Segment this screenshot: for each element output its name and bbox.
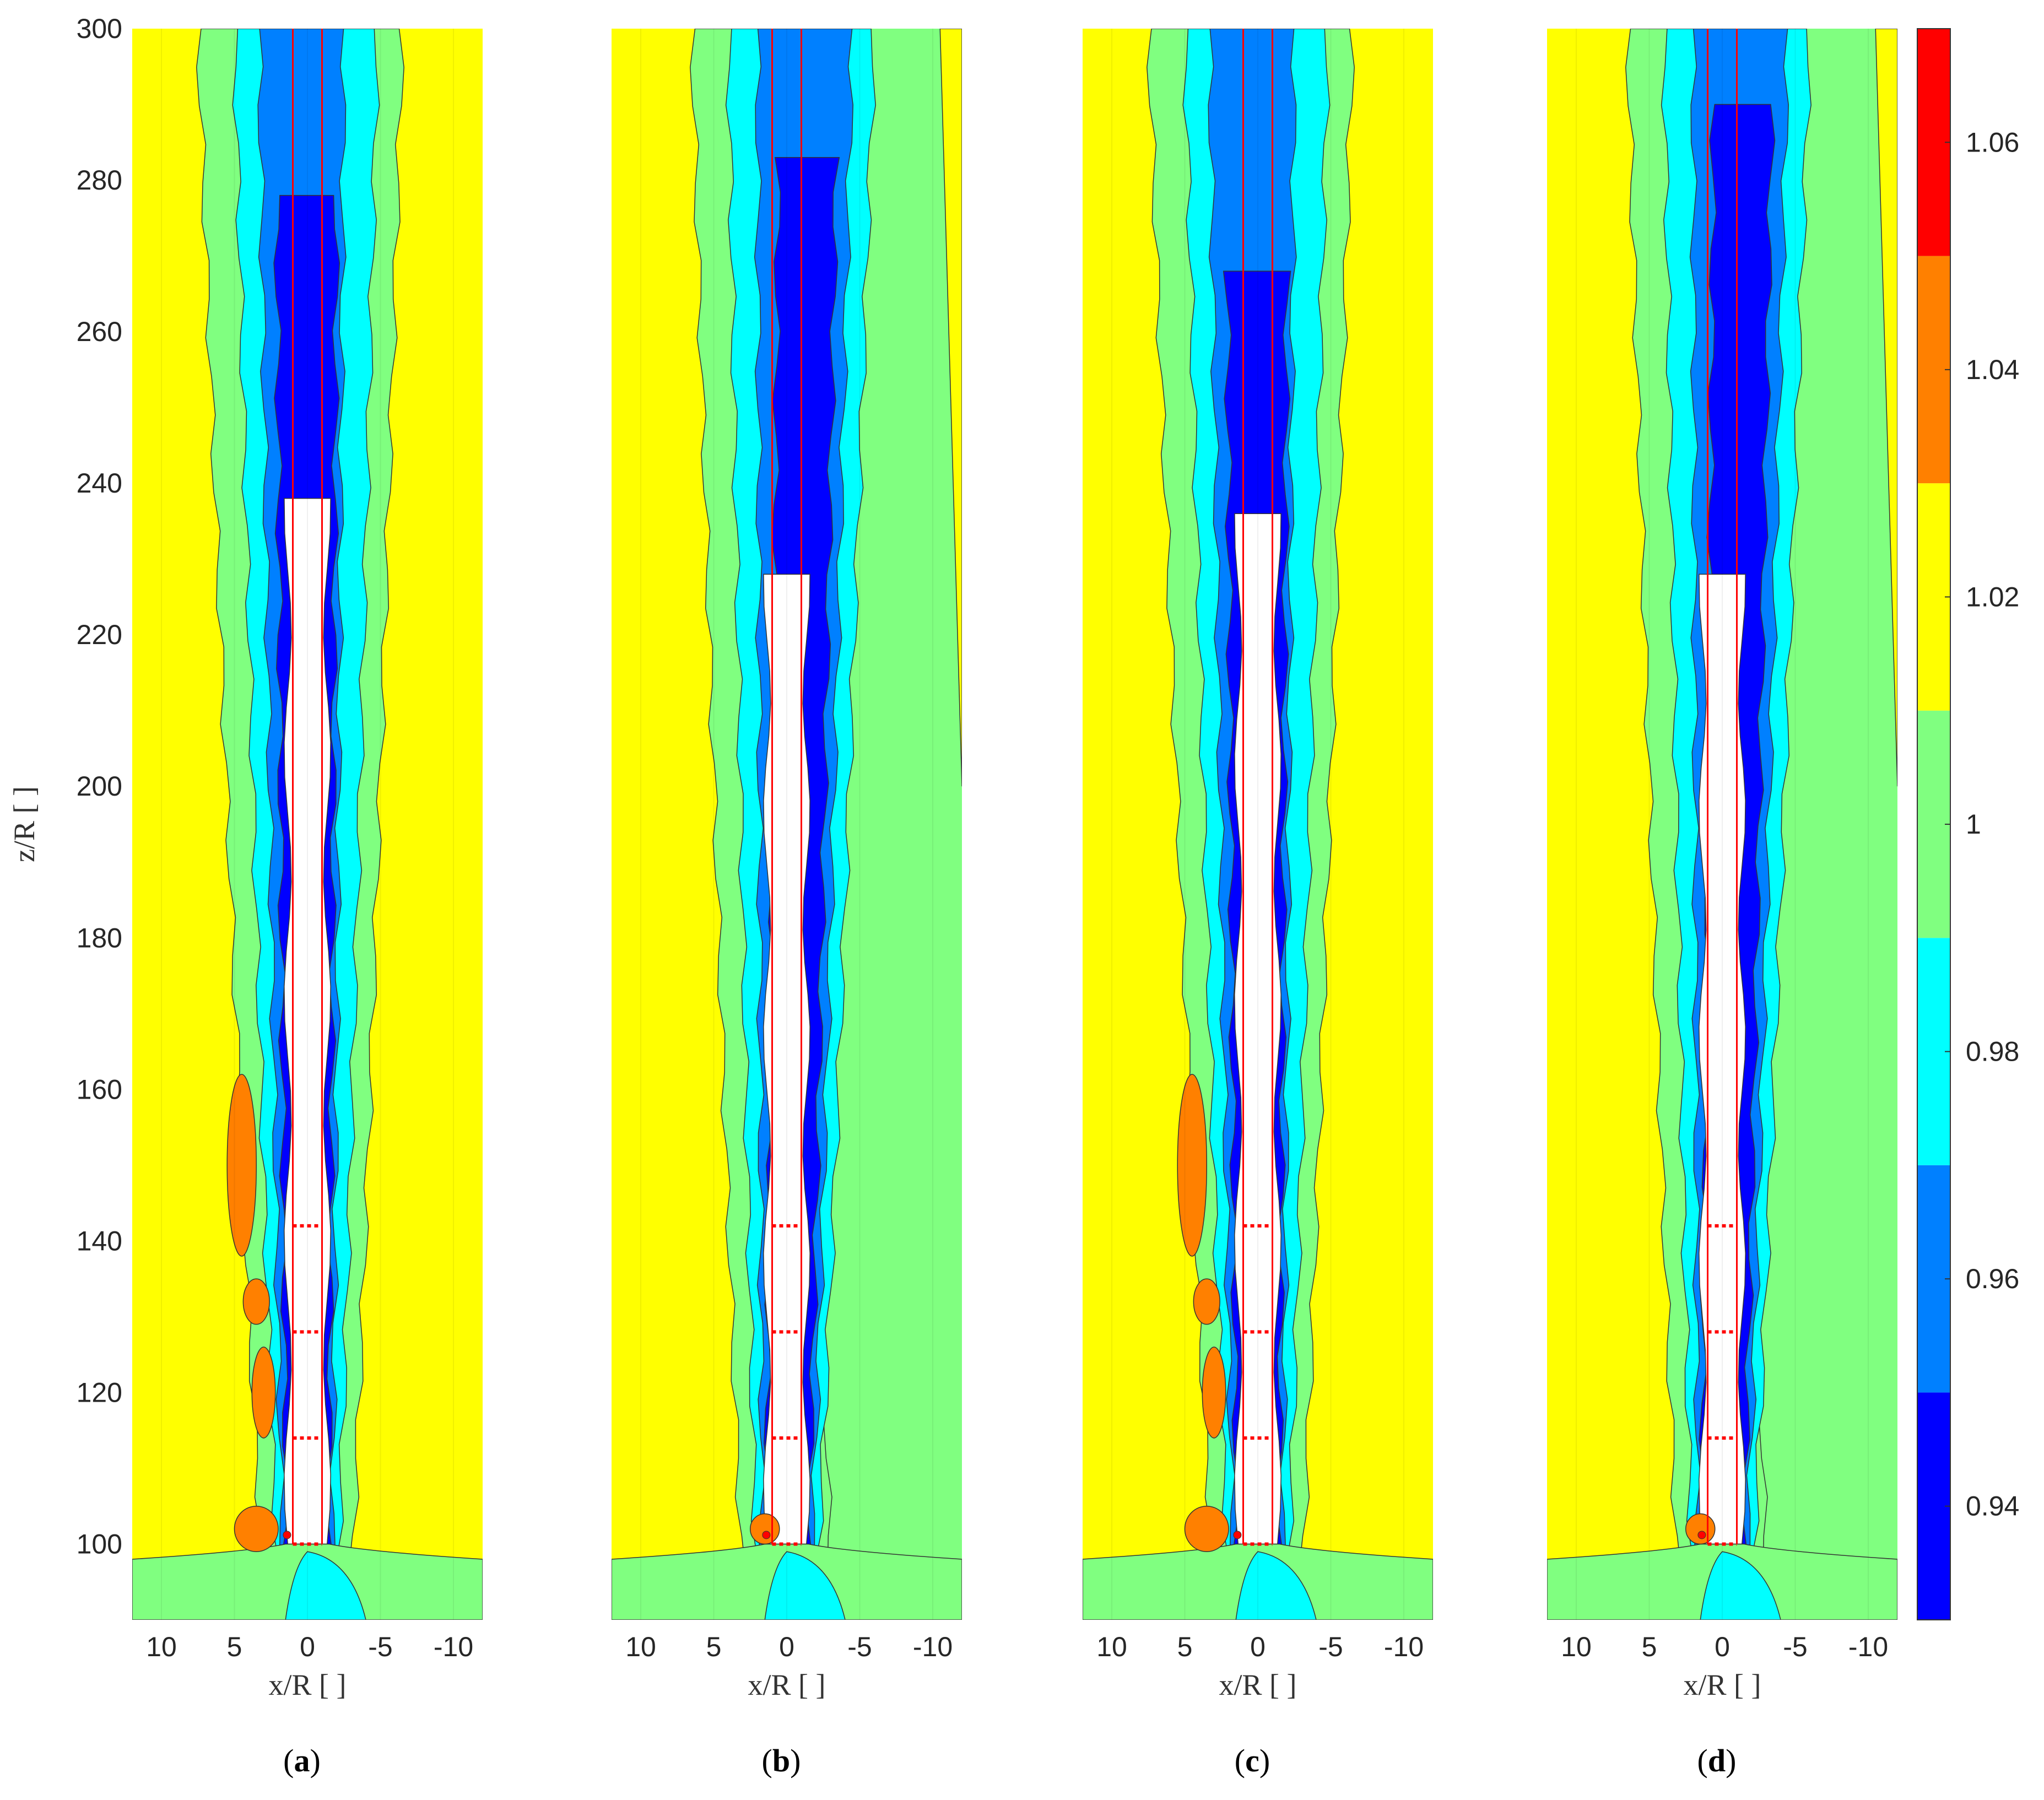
x-tick-label: -5 <box>1783 1631 1807 1662</box>
contour-field <box>1547 29 1897 1620</box>
colorbar-tick-label: 1 <box>1966 809 1981 840</box>
panel-caption: (a) <box>283 1743 321 1779</box>
y-tick-label: 120 <box>77 1377 122 1408</box>
orange-patch <box>242 1278 270 1325</box>
orange-patch <box>1184 1505 1229 1552</box>
wake-core <box>284 498 331 1545</box>
contour-field <box>1083 29 1433 1620</box>
panel-caption: (c) <box>1235 1743 1270 1779</box>
x-tick-label: -10 <box>1384 1631 1424 1662</box>
x-tick-label: 10 <box>146 1631 177 1662</box>
y-tick-label: 260 <box>77 316 122 347</box>
contour-field <box>612 29 962 1620</box>
x-axis-label: x/R [ ] <box>748 1668 826 1701</box>
orange-patch <box>1202 1347 1226 1439</box>
y-tick-label: 300 <box>77 13 122 44</box>
panel-caption: (d) <box>1697 1743 1737 1779</box>
x-tick-label: 5 <box>1177 1631 1193 1662</box>
x-tick-label: 5 <box>1642 1631 1657 1662</box>
x-tick-label: 0 <box>779 1631 794 1662</box>
y-axis-label: z/R [ ] <box>8 786 41 862</box>
panel-caption: (b) <box>762 1743 801 1779</box>
orange-patch <box>226 1074 257 1257</box>
colorbar: 1.06 1.04 1.02 1 0.98 0.96 0.94 <box>1917 28 2019 1620</box>
x-tick-label: 0 <box>300 1631 315 1662</box>
y-tick-label: 200 <box>77 771 122 802</box>
x-tick-label: -10 <box>1848 1631 1888 1662</box>
x-tick-label: 0 <box>1250 1631 1266 1662</box>
orange-patch <box>1177 1074 1207 1257</box>
colorbar-tick-label: 1.02 <box>1966 581 2019 612</box>
x-tick-label: 10 <box>625 1631 656 1662</box>
x-tick-label: -5 <box>368 1631 392 1662</box>
x-tick-label: 10 <box>1096 1631 1127 1662</box>
wake-core <box>763 574 810 1545</box>
orange-patch <box>1685 1513 1716 1545</box>
y-tick-label: 240 <box>77 468 122 499</box>
x-tick-label: -5 <box>1318 1631 1343 1662</box>
orange-patch <box>251 1347 276 1439</box>
colorbar-tick-label: 0.98 <box>1966 1036 2019 1067</box>
y-tick-label: 280 <box>77 165 122 196</box>
x-tick-label: -5 <box>847 1631 872 1662</box>
contour-panel-d: 10 5 0 -5 -10 x/R [ ] (d) <box>1547 29 1897 1779</box>
x-tick-label: 5 <box>706 1631 722 1662</box>
colorbar-tick-label: 0.96 <box>1966 1263 2019 1294</box>
x-tick-label: 10 <box>1561 1631 1592 1662</box>
x-axis-label: x/R [ ] <box>1219 1668 1297 1701</box>
x-axis-label: x/R [ ] <box>1684 1668 1761 1701</box>
contour-field <box>132 29 483 1620</box>
y-tick-label: 180 <box>77 922 122 953</box>
x-tick-label: -10 <box>434 1631 473 1662</box>
x-tick-label: 0 <box>1715 1631 1730 1662</box>
x-axis-label: x/R [ ] <box>269 1668 347 1701</box>
x-tick-label: 5 <box>227 1631 242 1662</box>
wake-core <box>1234 513 1281 1545</box>
y-tick-label: 100 <box>77 1528 122 1559</box>
x-tick-label: -10 <box>913 1631 953 1662</box>
y-tick-label: 140 <box>77 1225 122 1256</box>
contour-panel-a: 10 5 0 -5 -10 x/R [ ] 300 280 260 240 220 200 180 160… <box>8 13 483 1779</box>
wake-core <box>1699 574 1746 1545</box>
contour-panel-c: 10 5 0 -5 -10 x/R [ ] (c) <box>1083 29 1433 1779</box>
orange-patch <box>1193 1278 1220 1325</box>
colorbar-tick-label: 1.04 <box>1966 354 2019 385</box>
orange-patch <box>234 1505 279 1552</box>
y-tick-label: 160 <box>77 1074 122 1105</box>
colorbar-tick-label: 0.94 <box>1966 1491 2019 1522</box>
orange-patch <box>750 1513 780 1545</box>
contour-panel-b: 10 5 0 -5 -10 x/R [ ] (b) <box>612 29 962 1779</box>
y-tick-label: 220 <box>77 619 122 650</box>
colorbar-tick-label: 1.06 <box>1966 127 2019 158</box>
